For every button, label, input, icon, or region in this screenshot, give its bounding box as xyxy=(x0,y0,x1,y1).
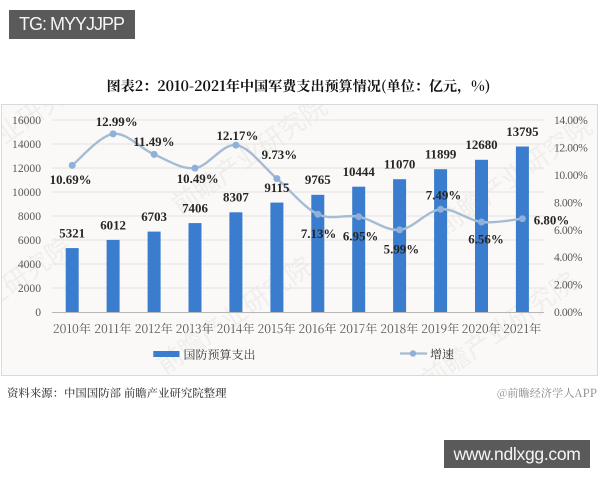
svg-text:6.00%: 6.00% xyxy=(554,224,583,237)
svg-text:10000: 10000 xyxy=(12,186,41,199)
svg-text:10.00%: 10.00% xyxy=(554,169,588,182)
svg-text:7.13%: 7.13% xyxy=(301,227,336,241)
svg-text:9765: 9765 xyxy=(305,173,331,187)
svg-text:7406: 7406 xyxy=(182,202,208,216)
svg-text:12.99%: 12.99% xyxy=(96,115,138,129)
svg-text:13795: 13795 xyxy=(506,125,538,139)
svg-text:9115: 9115 xyxy=(264,181,289,195)
svg-text:6012: 6012 xyxy=(100,218,126,232)
svg-text:6.56%: 6.56% xyxy=(468,232,503,246)
svg-text:12.17%: 12.17% xyxy=(216,129,258,143)
svg-text:2.00%: 2.00% xyxy=(554,279,583,292)
svg-text:10444: 10444 xyxy=(343,165,376,179)
svg-text:7.49%: 7.49% xyxy=(426,188,461,202)
svg-text:0: 0 xyxy=(35,306,41,319)
svg-text:12.00%: 12.00% xyxy=(554,141,588,154)
svg-text:4.00%: 4.00% xyxy=(554,251,583,264)
svg-text:14.00%: 14.00% xyxy=(554,114,588,127)
svg-text:5321: 5321 xyxy=(59,227,85,241)
svg-text:8000: 8000 xyxy=(18,210,41,223)
svg-text:6000: 6000 xyxy=(18,234,41,247)
svg-text:14000: 14000 xyxy=(12,138,41,151)
svg-text:11899: 11899 xyxy=(425,148,457,162)
svg-text:11.49%: 11.49% xyxy=(133,135,174,149)
svg-text:4000: 4000 xyxy=(18,258,41,271)
svg-text:2000: 2000 xyxy=(18,282,41,295)
svg-text:8307: 8307 xyxy=(223,191,249,205)
svg-text:12680: 12680 xyxy=(465,138,497,152)
svg-text:9.73%: 9.73% xyxy=(262,148,297,162)
svg-text:6.95%: 6.95% xyxy=(343,230,378,244)
svg-text:0.00%: 0.00% xyxy=(554,306,583,319)
svg-text:10.49%: 10.49% xyxy=(177,172,219,186)
svg-text:5.99%: 5.99% xyxy=(384,242,419,256)
svg-text:10.69%: 10.69% xyxy=(50,173,92,187)
svg-text:12000: 12000 xyxy=(12,162,41,175)
svg-text:6703: 6703 xyxy=(141,210,167,224)
svg-text:6.80%: 6.80% xyxy=(534,213,569,227)
svg-text:11070: 11070 xyxy=(384,158,416,172)
svg-text:8.00%: 8.00% xyxy=(554,196,583,209)
svg-text:16000: 16000 xyxy=(12,114,41,127)
